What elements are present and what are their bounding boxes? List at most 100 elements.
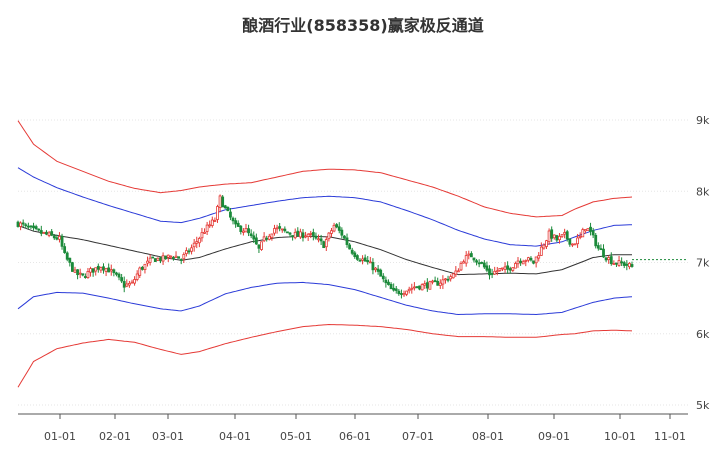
candle-body [335, 224, 339, 228]
candle-body [42, 231, 46, 234]
candle-body [260, 241, 263, 250]
candle-body [226, 206, 230, 212]
candle-body [407, 288, 411, 292]
y-tick-label: 7k [696, 257, 710, 270]
candle-body [172, 257, 175, 259]
candle-body [384, 279, 388, 284]
candle-body [322, 241, 326, 249]
outer-upper-band-line [17, 120, 633, 218]
y-tick-label: 5k [696, 399, 710, 412]
candle-body [210, 219, 214, 226]
candle-body [392, 287, 396, 291]
candle-body [47, 232, 51, 236]
candle-body [169, 255, 173, 258]
candle-body [107, 267, 111, 273]
candle-body [76, 269, 79, 276]
candle-body [410, 287, 414, 290]
candle-body [477, 262, 481, 265]
candle-body [428, 281, 432, 290]
candle-body [493, 270, 497, 275]
candle-body [495, 270, 499, 273]
candle-body [532, 260, 535, 264]
candle-body [353, 252, 357, 257]
candle-body [71, 262, 74, 272]
candle-body [52, 235, 56, 239]
candle-body [283, 228, 287, 232]
candle-body [39, 230, 43, 234]
x-tick-label: 07-01 [402, 430, 434, 443]
candle-body [182, 254, 186, 260]
candle-body [65, 252, 69, 260]
candle-body [86, 271, 90, 278]
candle-body [288, 232, 292, 235]
candle-body [622, 262, 626, 266]
candle-body [128, 283, 131, 286]
candle-body [324, 239, 328, 248]
candle-body [596, 245, 600, 249]
candle-body [140, 266, 144, 270]
candle-body [423, 283, 427, 286]
candle-body [179, 259, 183, 261]
channel-bands [17, 120, 688, 388]
candle-body [625, 263, 629, 266]
axes: 9k 8k 7k 6k 5k 01-01 02-01 03-01 04-01 05-01 06-01… [18, 114, 710, 443]
candle-body [348, 244, 352, 250]
candle-body [327, 232, 331, 240]
candle-body [449, 276, 453, 280]
candle-body [133, 279, 136, 284]
candle-body [164, 255, 168, 260]
candle-body [628, 263, 631, 268]
candle-body [340, 229, 344, 236]
candle-body [91, 268, 95, 273]
candle-body [249, 233, 253, 237]
candle-body [190, 247, 193, 252]
candle-body [490, 273, 494, 275]
candle-body [511, 267, 515, 271]
candle-body [265, 237, 269, 240]
candle-body [26, 225, 30, 228]
candle-body [524, 259, 528, 262]
candle-body [521, 261, 525, 265]
y-tick-label: 8k [696, 185, 710, 198]
candle-body [138, 267, 142, 276]
candle-body [231, 217, 235, 222]
candle-body [617, 260, 621, 266]
candle-body [547, 230, 551, 243]
candle-body [555, 235, 559, 241]
candle-body [94, 267, 98, 272]
candle-body [433, 280, 437, 283]
candle-body [358, 259, 362, 262]
candle-body [459, 263, 463, 271]
candle-body [330, 230, 333, 234]
candle-body [381, 275, 385, 280]
candle-body [125, 283, 129, 287]
candle-body [343, 235, 346, 239]
y-tick-label: 6k [696, 328, 710, 341]
candle-body [298, 231, 302, 238]
candle-body [594, 234, 598, 247]
candle-body [270, 233, 274, 238]
candle-body [412, 286, 416, 289]
candle-body [200, 232, 204, 239]
candle-body [438, 282, 442, 286]
candle-body [602, 248, 605, 258]
candle-body [589, 226, 592, 232]
candle-body [60, 235, 64, 247]
candle-body [387, 281, 390, 285]
candle-body [143, 263, 147, 270]
candle-body [236, 222, 240, 227]
candle-body [431, 280, 434, 283]
candle-body [115, 272, 118, 275]
candle-body [221, 196, 225, 208]
candle-body [218, 195, 222, 208]
x-tick-label: 05-01 [280, 430, 312, 443]
candle-body [563, 232, 567, 235]
candle-body [545, 240, 548, 247]
candle-body [485, 265, 489, 271]
candle-body [166, 254, 170, 258]
candle-body [394, 288, 398, 291]
candle-body [102, 266, 105, 271]
candle-body [314, 235, 318, 239]
candle-body [311, 232, 315, 236]
candle-body [208, 224, 212, 227]
